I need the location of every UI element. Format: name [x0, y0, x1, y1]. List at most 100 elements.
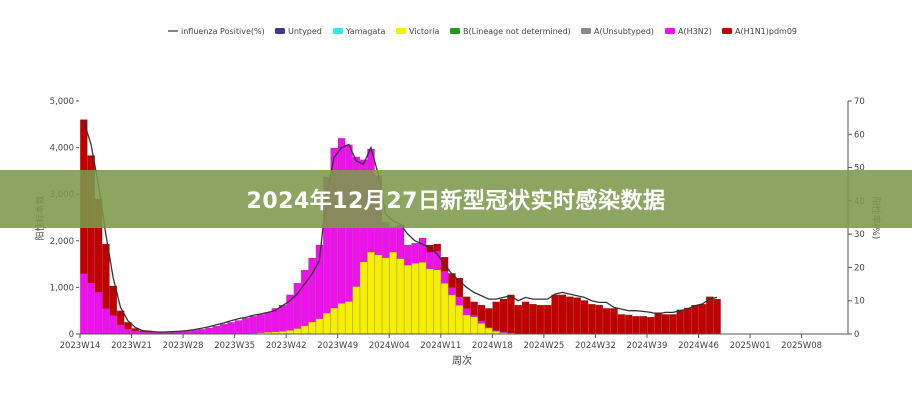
legend-swatch	[450, 28, 460, 34]
bar-a-h1n1-pdm09	[463, 296, 471, 309]
bar-a-h3n2-	[470, 314, 478, 317]
x-tick-label: 2023W49	[317, 341, 358, 351]
bar-a-h3n2-	[264, 312, 272, 333]
bar-a-h1n1-pdm09	[124, 322, 132, 330]
legend-swatch	[581, 28, 591, 34]
bar-victoria	[308, 321, 316, 335]
y2-tick-label: 60	[854, 130, 865, 140]
bar-victoria	[337, 303, 346, 335]
bar-a-h1n1-pdm09	[624, 314, 633, 335]
bar-victoria	[433, 269, 441, 335]
x-tick-label: 2025W08	[781, 341, 822, 351]
bar-a-h3n2-	[286, 294, 294, 331]
bar-a-h1n1-pdm09	[580, 300, 589, 335]
bar-victoria	[315, 318, 324, 335]
legend-label: Yamagata	[345, 27, 386, 36]
bar-victoria	[470, 316, 478, 335]
bar-victoria	[396, 258, 405, 335]
bar-a-h3n2-	[116, 324, 125, 335]
bar-a-h3n2-	[197, 329, 206, 335]
bar-victoria	[359, 261, 368, 335]
bar-a-h1n1-pdm09	[698, 303, 707, 335]
x-tick-label: 2024W32	[575, 341, 616, 351]
bar-a-h1n1-pdm09	[669, 314, 677, 335]
bar-a-h1n1-pdm09	[632, 316, 640, 335]
bar-a-h1n1-pdm09	[683, 307, 692, 335]
bar-a-h3n2-	[87, 282, 95, 335]
legend-label: B(Lineage not determined)	[463, 27, 571, 36]
bar-a-h1n1-pdm09	[610, 308, 618, 335]
y-tick-label: 1,000	[50, 283, 74, 293]
bar-a-h3n2-	[477, 320, 486, 324]
legend-label: A(H3N2)	[678, 27, 712, 36]
bar-a-h3n2-	[411, 242, 419, 264]
title-banner: 2024年12月27日新型冠状实时感染数据	[0, 170, 912, 228]
x-tick-label: 2024W18	[472, 341, 513, 351]
bar-a-h1n1-pdm09	[617, 314, 626, 335]
bar-a-h1n1-pdm09	[426, 244, 434, 253]
bar-a-h3n2-	[463, 308, 471, 316]
x-tick-label: 2024W11	[420, 341, 461, 351]
bar-a-h1n1-pdm09	[536, 304, 545, 335]
bar-a-h3n2-	[102, 308, 110, 335]
bar-a-h1n1-pdm09	[551, 294, 559, 335]
bar-a-h1n1-pdm09	[477, 304, 486, 321]
legend-swatch	[275, 28, 285, 34]
bar-a-h3n2-	[212, 325, 221, 335]
x-tick-label: 2023W42	[266, 341, 307, 351]
bar-victoria	[352, 286, 360, 335]
bar-a-h3n2-	[271, 308, 280, 332]
bar-a-h1n1-pdm09	[499, 298, 508, 332]
x-tick-label: 2023W28	[163, 341, 204, 351]
bar-victoria	[286, 330, 294, 335]
bar-victoria	[426, 268, 434, 335]
bar-a-h1n1-pdm09	[661, 314, 670, 335]
legend-label: Victoria	[409, 27, 439, 36]
bar-a-h1n1-pdm09	[492, 301, 500, 331]
x-tick-label: 2024W25	[523, 341, 564, 351]
y-tick-label: 5,000	[50, 97, 74, 107]
bar-a-h1n1-pdm09	[588, 303, 596, 335]
bar-a-h3n2-	[242, 317, 250, 335]
y-tick-label: 0	[69, 330, 74, 340]
bar-victoria	[345, 301, 353, 335]
bar-victoria	[455, 304, 464, 335]
x-tick-label: 2024W46	[678, 341, 719, 351]
bar-a-h1n1-pdm09	[116, 310, 125, 325]
bar-victoria	[374, 254, 383, 335]
bar-victoria	[411, 262, 419, 335]
bar-a-h3n2-	[205, 327, 213, 335]
y2-tick-label: 70	[854, 97, 865, 107]
bar-a-h1n1-pdm09	[602, 308, 611, 335]
bar-a-h1n1-pdm09	[455, 277, 464, 297]
bar-victoria	[440, 283, 449, 335]
bar-a-h1n1-pdm09	[676, 309, 684, 335]
bar-victoria	[330, 307, 338, 335]
bar-a-h3n2-	[396, 224, 405, 259]
bar-a-h3n2-	[109, 315, 118, 335]
bar-a-h1n1-pdm09	[654, 312, 662, 335]
bar-a-h1n1-pdm09	[647, 317, 655, 335]
legend-label: A(Unsubtyped)	[594, 27, 654, 36]
y2-tick-label: 50	[854, 164, 865, 174]
bar-a-h1n1-pdm09	[514, 304, 522, 334]
bar-victoria	[367, 251, 375, 335]
bar-a-h3n2-	[124, 328, 132, 335]
y2-tick-label: 20	[854, 263, 865, 273]
bar-a-h3n2-	[278, 304, 287, 332]
x-axis-label: 周次	[452, 354, 472, 367]
axes: 01,0002,0003,0004,0005,00001020304050607…	[50, 97, 865, 351]
bar-a-h1n1-pdm09	[448, 273, 456, 288]
x-tick-label: 2024W39	[627, 341, 668, 351]
bar-a-h1n1-pdm09	[566, 296, 574, 335]
bar-a-h3n2-	[301, 269, 309, 326]
y2-tick-label: 30	[854, 230, 865, 240]
bar-victoria	[382, 257, 390, 335]
bar-victoria	[463, 314, 471, 335]
legend-label: influenza Positive(%)	[181, 27, 265, 36]
y2-tick-label: 10	[854, 297, 865, 307]
x-tick-label: 2024W04	[369, 341, 410, 351]
bar-a-h3n2-	[440, 270, 449, 284]
legend-swatch	[665, 28, 675, 34]
